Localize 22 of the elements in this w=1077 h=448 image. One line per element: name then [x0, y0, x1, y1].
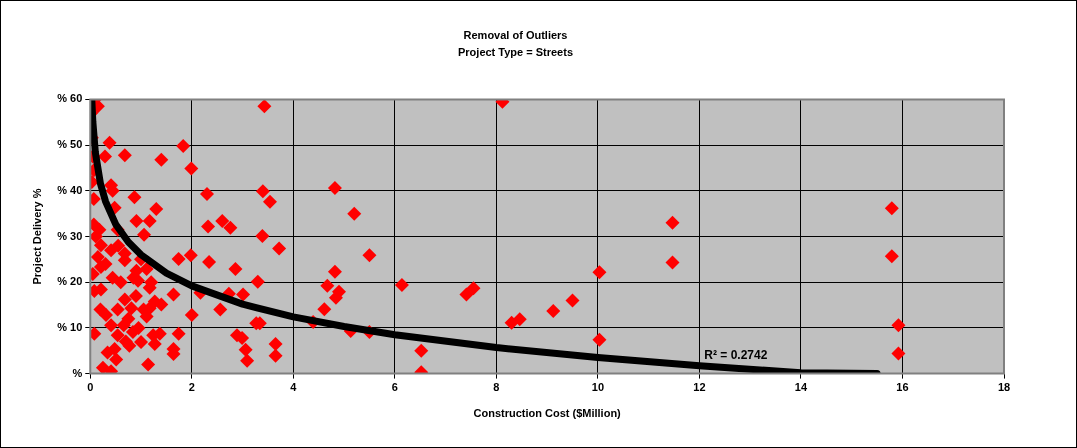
y-tick-label: % 10: [57, 320, 83, 333]
x-tick-label: 4: [290, 381, 298, 394]
x-tick-label: 2: [188, 381, 195, 394]
annotation: R² = 0.2742: [704, 347, 768, 362]
y-tick-label: % 30: [57, 229, 83, 242]
y-tick-label: % 50: [57, 138, 83, 151]
x-tick-label: 14: [794, 381, 808, 394]
x-tick-label: 12: [693, 381, 706, 394]
chart-subtitle: Project Type = Streets: [457, 45, 574, 58]
x-tick-label: 8: [493, 381, 500, 394]
y-tick-label: %: [72, 366, 83, 379]
y-tick-label: % 20: [57, 275, 83, 288]
x-tick-label: 6: [391, 381, 398, 394]
x-tick-label: 16: [896, 381, 909, 394]
x-tick-label: 0: [87, 381, 94, 394]
chart-title: Removal of Outliers: [463, 28, 568, 41]
y-axis-title: Project Delivery %: [30, 188, 43, 285]
y-tick-label: % 40: [57, 183, 83, 196]
y-tick-label: % 60: [57, 92, 83, 105]
x-tick-label: 10: [591, 381, 605, 394]
x-tick-label: 18: [997, 381, 1011, 394]
x-axis-title: Construction Cost ($Million): [473, 407, 622, 420]
